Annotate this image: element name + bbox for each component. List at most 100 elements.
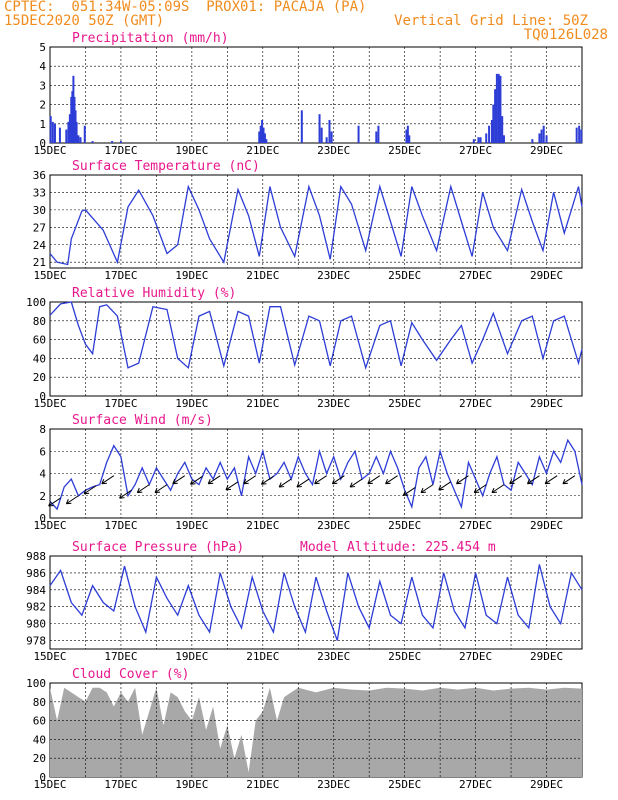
precip-bar [501, 116, 504, 143]
pressure-frame [49, 555, 583, 650]
wind-arrow [296, 478, 310, 488]
wind-arrowhead [172, 479, 178, 485]
wind-arrowhead [119, 493, 125, 499]
wind-arrowhead [278, 482, 285, 488]
precip-bar [70, 96, 73, 143]
pressure-series-line [49, 564, 583, 641]
wind-xtick-label: 23DEC [317, 519, 350, 532]
wind-arrow [119, 489, 132, 499]
precip-xtick-label: 17DEC [104, 144, 137, 157]
cloud-title: Cloud Cover (%) [72, 667, 189, 682]
wind-arrow [544, 475, 558, 485]
pressure-xtick-label: 17DEC [104, 650, 137, 663]
wind-arrow [278, 478, 292, 488]
wind-arrow [367, 475, 381, 485]
wind-arrowhead [456, 479, 462, 485]
precip-bar [357, 125, 360, 143]
precip-title: Precipitation (mm/h) [72, 31, 229, 46]
wind-arrow [172, 475, 186, 485]
rh-xtick-label: 21DEC [246, 397, 279, 410]
cloud-ytick-label: 80 [33, 696, 46, 709]
temp-xtick-label: 15DEC [33, 269, 66, 282]
precip-bar [258, 131, 261, 143]
cloud-xtick-label: 27DEC [459, 778, 492, 791]
precip-bar [65, 129, 68, 143]
precip-bar [318, 114, 321, 143]
pressure-ytick-label: 978 [26, 635, 46, 648]
precip-xtick-label: 23DEC [317, 144, 350, 157]
temp-title: Surface Temperature (nC) [72, 159, 260, 174]
temp-xtick-label: 29DEC [530, 269, 563, 282]
cloud-xtick-label: 23DEC [317, 778, 350, 791]
precip-bar [68, 114, 71, 143]
pressure-xtick-label: 25DEC [388, 650, 421, 663]
precip-ytick-label: 3 [39, 79, 46, 92]
wind-arrowhead [154, 487, 161, 494]
wind-arrowhead [190, 479, 196, 485]
rh-ytick-label: 80 [33, 315, 46, 328]
temp-ytick-label: 36 [33, 169, 46, 182]
rh-frame [49, 301, 583, 397]
precip-ytick-label: 1 [39, 118, 46, 131]
temp-xtick-label: 17DEC [104, 269, 137, 282]
temp-series-line [49, 184, 583, 266]
wind-arrowhead [314, 479, 320, 485]
precip-bar [53, 123, 56, 143]
precip-bar [58, 127, 61, 143]
precip-bar [67, 121, 70, 143]
rh-ytick-label: 0 [39, 390, 46, 403]
precip-xtick-label: 27DEC [459, 144, 492, 157]
precip-bar [477, 137, 480, 143]
precip-bar [578, 125, 581, 143]
precip-ytick-label: 4 [39, 60, 46, 73]
wind-xtick-label: 19DEC [175, 519, 208, 532]
wind-arrow [190, 475, 203, 485]
temp-xtick-label: 25DEC [388, 269, 421, 282]
precip-bar [71, 91, 74, 143]
wind-arrowhead [260, 479, 267, 485]
rh-xtick-label: 29DEC [530, 397, 563, 410]
wind-arrowhead [243, 479, 249, 485]
precip-ytick-label: 2 [39, 99, 46, 112]
wind-xtick-label: 15DEC [33, 519, 66, 532]
rh-xtick-label: 25DEC [388, 397, 421, 410]
wind-arrowhead [544, 479, 551, 485]
precip-bar [263, 133, 266, 143]
temp-frame [49, 174, 583, 269]
temp-xtick-label: 21DEC [246, 269, 279, 282]
wind-ytick-label: 4 [39, 468, 46, 481]
header-date: 15DEC2020 50Z (GMT) [4, 13, 165, 29]
wind-arrow [509, 475, 522, 485]
wind-arrow [491, 484, 505, 494]
precip-bar [320, 127, 323, 143]
temp-ytick-label: 21 [33, 256, 46, 269]
wind-arrow [243, 475, 256, 485]
wind-xtick-label: 27DEC [459, 519, 492, 532]
wind-xtick-label: 17DEC [104, 519, 137, 532]
precip-bar [545, 135, 548, 143]
precip-bar [472, 139, 475, 143]
cloud-xtick-label: 25DEC [388, 778, 421, 791]
temp-ytick-label: 33 [33, 186, 46, 199]
wind-arrowhead [225, 485, 232, 491]
wind-arrow [66, 495, 79, 505]
wind-arrow [420, 484, 434, 494]
precip-bar [488, 125, 491, 143]
cloud-xtick-label: 19DEC [175, 778, 208, 791]
precip-bar [300, 110, 303, 143]
precip-bar [497, 73, 500, 143]
precip-bar [330, 131, 333, 143]
wind-arrow [349, 478, 363, 488]
precip-ytick-label: 0 [39, 137, 46, 150]
wind-arrowhead [207, 479, 214, 485]
precip-bar [408, 135, 411, 143]
wind-arrow [562, 475, 576, 485]
cloud-xtick-label: 21DEC [246, 778, 279, 791]
wind-arrow [438, 481, 452, 491]
precip-bar [73, 96, 76, 143]
precip-bar [72, 75, 75, 143]
cloud-area [50, 687, 582, 777]
wind-arrowhead [526, 479, 533, 485]
rh-ytick-label: 100 [26, 296, 46, 309]
precip-bar [479, 137, 482, 143]
